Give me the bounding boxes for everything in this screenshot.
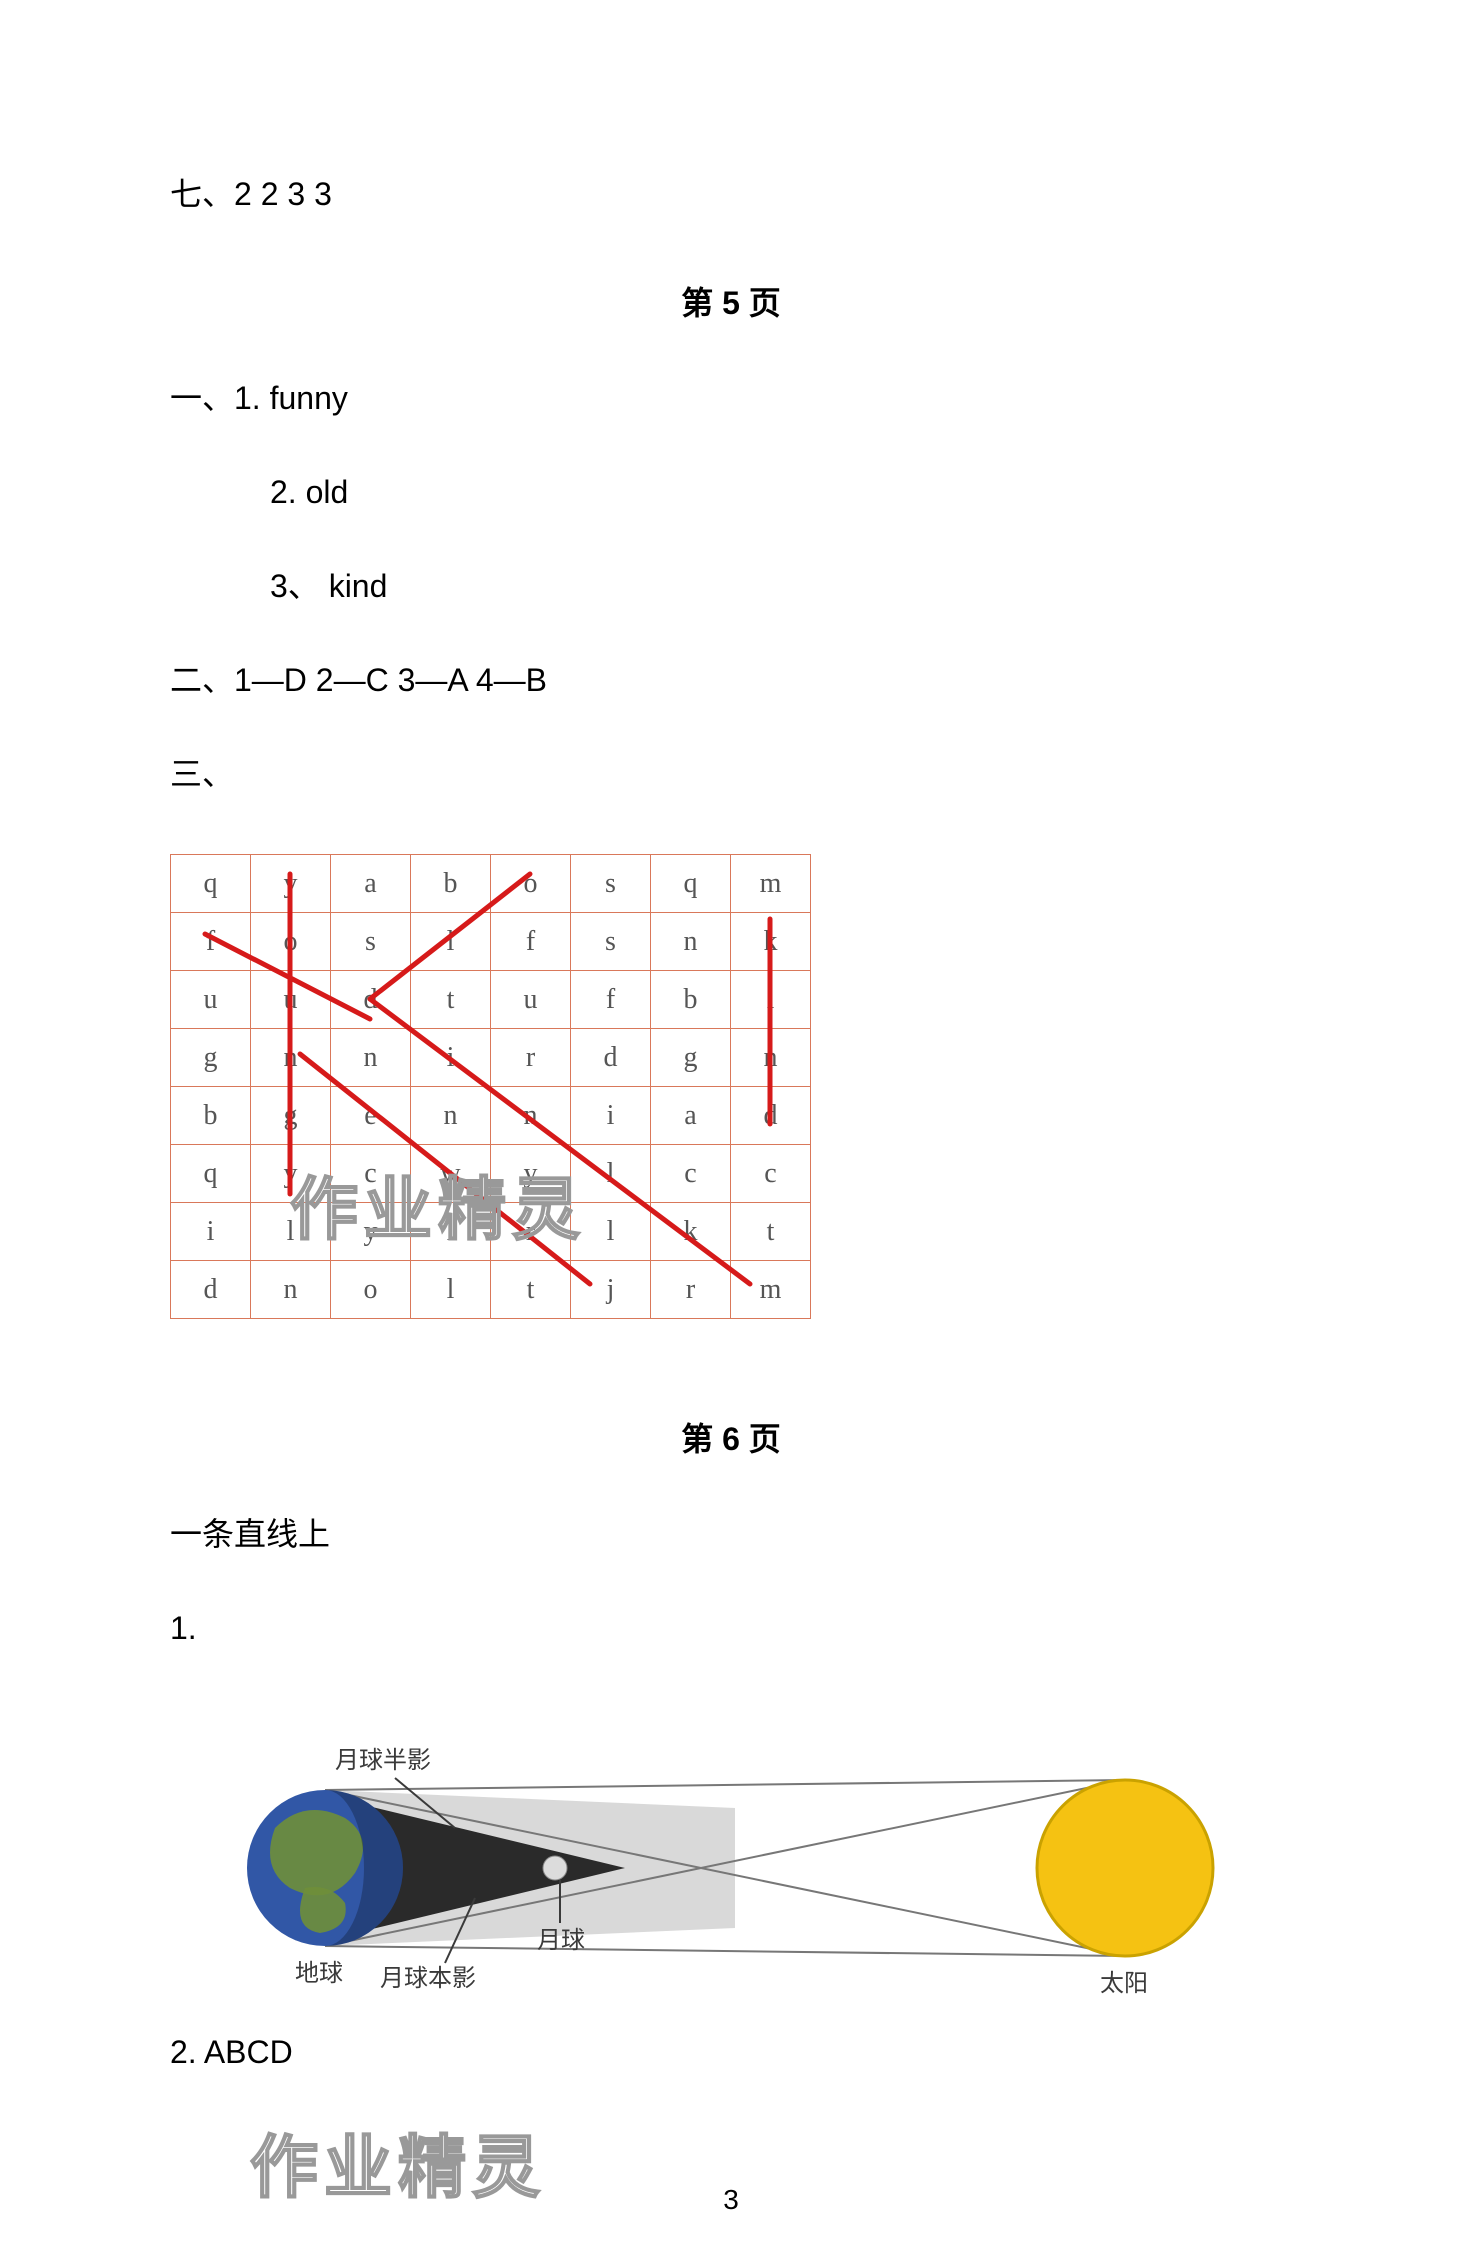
grid-cell: i (171, 1203, 251, 1261)
p6-q2: 2. ABCD (170, 2028, 1292, 2076)
grid-cell: i (411, 1029, 491, 1087)
svg-text:月球半影: 月球半影 (335, 1747, 431, 1774)
svg-text:月球本影: 月球本影 (380, 1965, 476, 1992)
p5-q2: 二、1—D 2—C 3—A 4—B (170, 656, 1292, 704)
grid-cell: d (571, 1029, 651, 1087)
grid-cell: y (251, 1145, 331, 1203)
eclipse-diagram: 月球半影月球本影 月球地球 太阳 (170, 1698, 1270, 1998)
grid-cell: l (251, 1203, 331, 1261)
grid-cell: n (651, 913, 731, 971)
p5-q1-a: funny (270, 380, 348, 416)
grid-cell: o (331, 1261, 411, 1319)
grid-cell: m (731, 855, 811, 913)
page6-heading: 第 6 页 (170, 1414, 1292, 1460)
p5-q1-line2: 2. old (170, 468, 1292, 516)
grid-cell: n (411, 1087, 491, 1145)
grid-cell: k (731, 913, 811, 971)
grid-cell: l (411, 1261, 491, 1319)
word-search-grid: qyabosqmfoslfsnkuudtufbignnirdgnbgenniad… (170, 854, 811, 1319)
grid-cell: j (571, 1261, 651, 1319)
grid-cell: g (651, 1029, 731, 1087)
grid-cell: d (731, 1087, 811, 1145)
grid-cell: l (411, 913, 491, 971)
p5-q3-label: 三、 (170, 750, 1292, 798)
grid-cell: f (171, 913, 251, 971)
grid-cell: t (411, 971, 491, 1029)
grid-cell: r (491, 1203, 571, 1261)
grid-cell: r (651, 1261, 731, 1319)
grid-cell: g (171, 1029, 251, 1087)
grid-cell: l (411, 1203, 491, 1261)
grid-cell: s (571, 913, 651, 971)
p5-q1-prefix: 一、1. (170, 380, 261, 416)
svg-text:太阳: 太阳 (1100, 1970, 1148, 1997)
grid-cell: c (651, 1145, 731, 1203)
p6-intro: 一条直线上 (170, 1510, 1292, 1558)
grid-cell: y (331, 1203, 411, 1261)
p5-q1-line3: 3、 kind (170, 562, 1292, 610)
grid-cell: s (571, 855, 651, 913)
grid-cell: n (251, 1261, 331, 1319)
grid-cell: l (571, 1145, 651, 1203)
grid-cell: c (331, 1145, 411, 1203)
footer-page-number: 3 (0, 2184, 1462, 2216)
grid-cell: y (491, 1145, 571, 1203)
grid-cell: n (491, 1087, 571, 1145)
grid-cell: n (731, 1029, 811, 1087)
grid-cell: t (491, 1261, 571, 1319)
grid-cell: l (571, 1203, 651, 1261)
grid-cell: u (171, 971, 251, 1029)
grid-cell: a (331, 855, 411, 913)
grid-cell: b (171, 1087, 251, 1145)
svg-text:地球: 地球 (295, 1960, 343, 1987)
grid-cell: f (571, 971, 651, 1029)
eclipse-diagram-wrap: 月球半影月球本影 月球地球 太阳 (170, 1698, 1270, 1998)
grid-cell: r (491, 1029, 571, 1087)
word-search-grid-wrap: qyabosqmfoslfsnkuudtufbignnirdgnbgenniad… (170, 844, 811, 1349)
grid-cell: k (651, 1203, 731, 1261)
p6-q1-label: 1. (170, 1604, 1292, 1652)
grid-cell: q (171, 855, 251, 913)
grid-cell: f (491, 913, 571, 971)
grid-cell: w (411, 1145, 491, 1203)
grid-cell: u (491, 971, 571, 1029)
svg-text:月球: 月球 (537, 1927, 585, 1954)
grid-cell: n (251, 1029, 331, 1087)
grid-cell: b (411, 855, 491, 913)
grid-cell: d (171, 1261, 251, 1319)
grid-cell: b (651, 971, 731, 1029)
grid-cell: u (251, 971, 331, 1029)
grid-cell: d (331, 971, 411, 1029)
page5-heading: 第 5 页 (170, 278, 1292, 324)
grid-cell: c (731, 1145, 811, 1203)
grid-cell: i (571, 1087, 651, 1145)
grid-cell: n (331, 1029, 411, 1087)
grid-cell: m (731, 1261, 811, 1319)
grid-cell: y (251, 855, 331, 913)
grid-cell: q (171, 1145, 251, 1203)
grid-cell: o (251, 913, 331, 971)
grid-cell: t (731, 1203, 811, 1261)
p5-q1-line1: 一、1. funny (170, 374, 1292, 422)
grid-cell: e (331, 1087, 411, 1145)
grid-cell: o (491, 855, 571, 913)
grid-cell: s (331, 913, 411, 971)
grid-cell: i (731, 971, 811, 1029)
grid-cell: q (651, 855, 731, 913)
grid-cell: a (651, 1087, 731, 1145)
grid-cell: g (251, 1087, 331, 1145)
answer-q7: 七、2 2 3 3 (170, 170, 1292, 218)
